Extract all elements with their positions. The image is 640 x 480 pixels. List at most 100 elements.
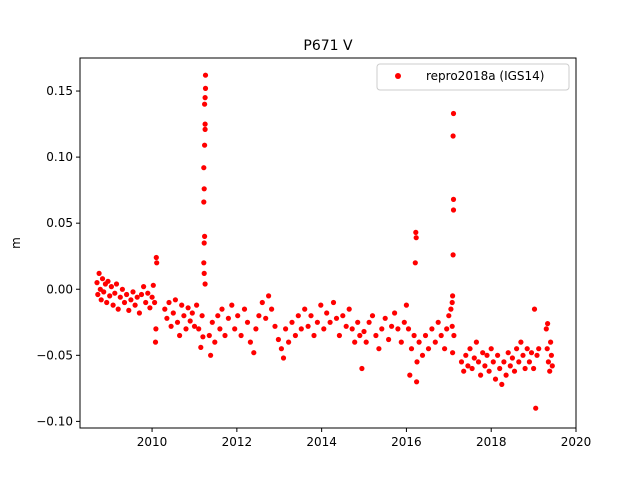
data-point	[201, 165, 207, 171]
data-point	[134, 294, 140, 300]
data-point	[170, 310, 176, 316]
data-point	[414, 359, 420, 365]
data-point	[413, 235, 419, 241]
y-tick-label: 0.05	[46, 216, 73, 230]
legend-marker	[395, 73, 401, 79]
data-point	[107, 293, 113, 299]
data-point	[105, 278, 111, 284]
data-point	[241, 306, 248, 312]
data-point	[386, 336, 392, 343]
data-point	[492, 376, 499, 382]
data-point	[514, 346, 520, 352]
data-point	[278, 346, 284, 352]
data-point	[405, 326, 412, 332]
data-point	[488, 346, 494, 352]
legend-label: repro2018a (IGS14)	[426, 69, 544, 83]
data-point	[497, 365, 503, 372]
data-point	[451, 332, 457, 339]
data-point	[327, 319, 333, 325]
data-point	[121, 299, 128, 306]
x-tick-label: 2010	[137, 435, 168, 449]
data-point	[201, 186, 207, 192]
y-tick-label: −0.10	[36, 414, 73, 428]
data-point	[126, 307, 132, 313]
data-point	[181, 313, 187, 319]
data-point	[548, 352, 555, 358]
data-point	[482, 363, 488, 369]
data-point	[435, 319, 441, 325]
data-point	[104, 299, 110, 306]
data-point	[222, 332, 228, 339]
data-point	[152, 299, 158, 306]
data-point	[145, 290, 151, 296]
data-point	[162, 306, 168, 312]
data-point	[480, 350, 486, 356]
data-point	[112, 290, 118, 296]
data-point	[382, 315, 388, 321]
data-point	[314, 319, 320, 325]
data-point	[425, 346, 432, 352]
data-point	[164, 315, 170, 321]
data-point	[349, 326, 355, 332]
data-point	[507, 363, 513, 369]
data-point	[545, 359, 552, 365]
data-point	[450, 110, 457, 117]
data-point	[490, 359, 496, 365]
data-point	[185, 305, 191, 311]
data-point	[263, 315, 269, 321]
data-point	[524, 346, 530, 352]
plot-frame	[79, 57, 577, 429]
data-point	[136, 310, 142, 316]
y-axis: −0.10 −0.05 0.00 0.05 0.10 0.15	[36, 84, 80, 428]
data-point	[289, 319, 295, 325]
data-point	[202, 142, 208, 148]
data-point	[199, 313, 205, 319]
data-point	[202, 126, 208, 132]
data-point	[98, 297, 104, 303]
data-point	[113, 281, 120, 287]
data-point	[318, 302, 324, 308]
data-point	[509, 355, 515, 361]
data-point	[376, 346, 382, 352]
data-point	[461, 368, 467, 374]
data-point	[355, 319, 361, 325]
data-point	[166, 299, 172, 306]
data-point	[202, 72, 209, 78]
data-point	[414, 379, 420, 385]
x-tick-label: 2012	[222, 435, 253, 449]
data-point	[401, 319, 407, 325]
data-point	[153, 326, 159, 332]
data-point	[130, 289, 136, 295]
data-point	[269, 306, 275, 312]
data-point	[194, 302, 200, 308]
data-point	[202, 95, 208, 101]
data-point	[117, 294, 123, 300]
data-point	[352, 339, 358, 345]
legend-box	[376, 63, 570, 91]
y-tick-label: 0.10	[46, 150, 73, 164]
data-point	[110, 302, 116, 308]
data-point	[183, 326, 189, 332]
data-point	[450, 252, 456, 258]
x-axis: 2010 2012 2014 2016 2018 2020	[137, 428, 591, 449]
data-point	[232, 326, 238, 332]
scatter-points	[94, 72, 555, 411]
data-point	[256, 313, 262, 319]
data-point	[522, 365, 528, 372]
data-point	[520, 352, 526, 358]
data-point	[473, 339, 479, 345]
data-point	[544, 346, 550, 352]
data-point	[416, 339, 422, 345]
data-point	[141, 284, 147, 290]
data-point	[275, 336, 281, 343]
data-point	[450, 350, 456, 356]
data-point	[132, 302, 138, 308]
data-point	[172, 297, 178, 303]
data-point	[486, 368, 492, 374]
data-point	[212, 339, 218, 345]
data-point	[534, 352, 540, 358]
data-point	[478, 372, 484, 378]
data-point	[495, 352, 501, 358]
data-point	[96, 270, 102, 276]
y-axis-label: m	[9, 237, 23, 249]
